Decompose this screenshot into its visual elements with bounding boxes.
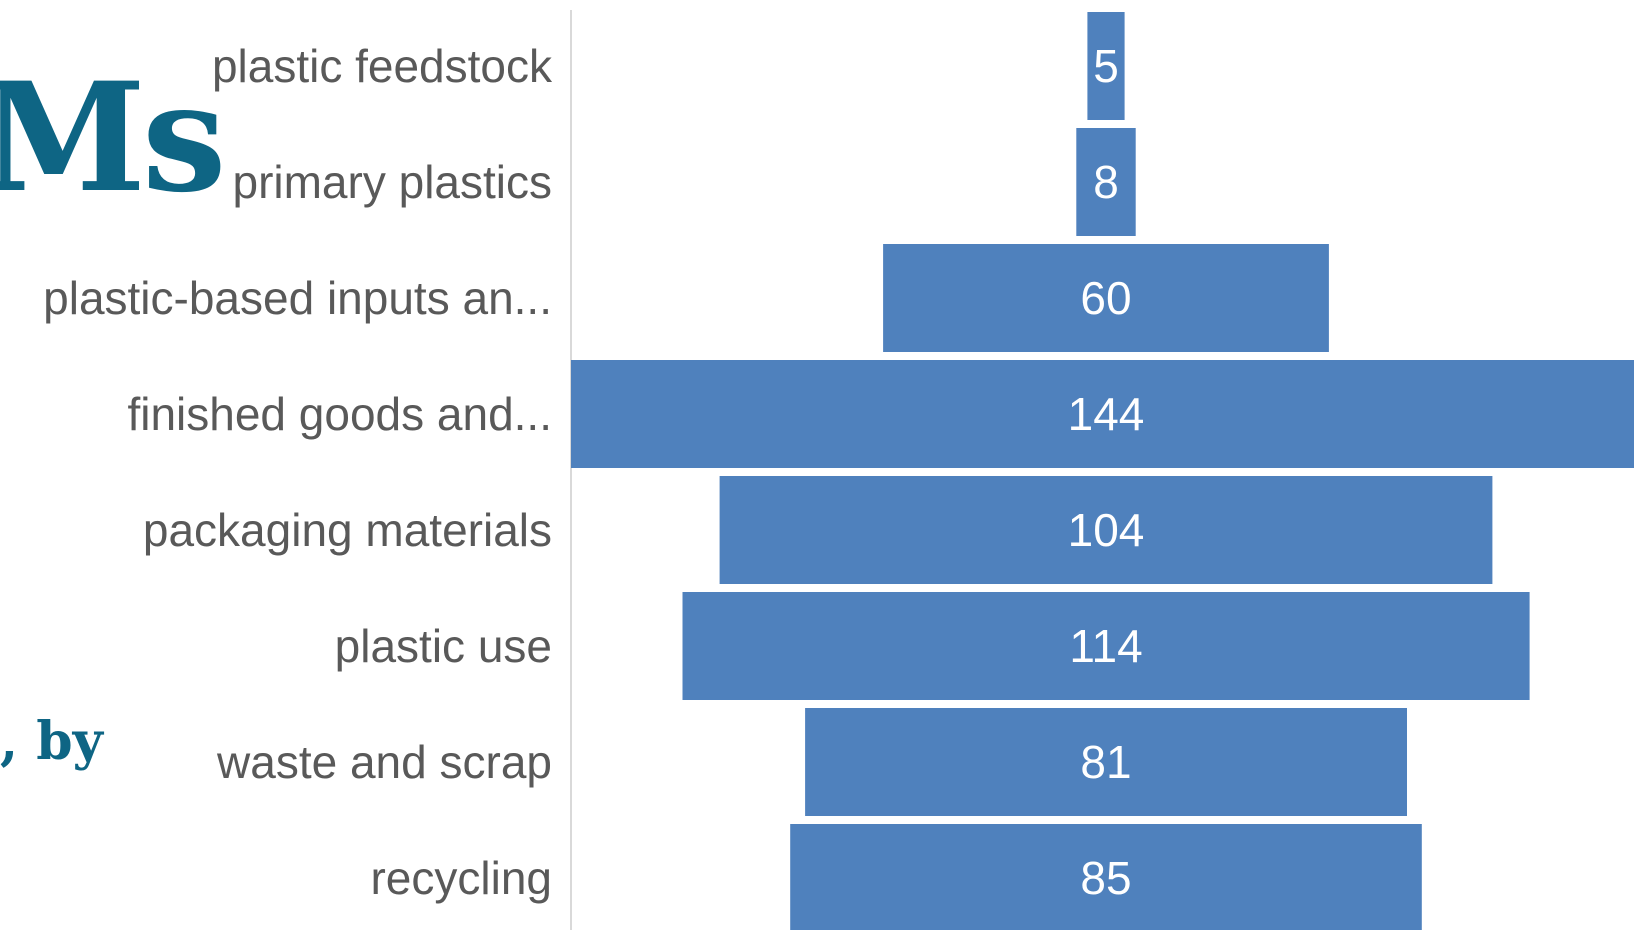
bar (1076, 128, 1136, 236)
category-label: packaging materials (143, 504, 552, 556)
bar-value-label: 5 (1093, 40, 1119, 92)
background-title-fragment: Ms (0, 50, 226, 226)
bar-value-label: 104 (1068, 504, 1145, 556)
background-subtitle-fragment: , by (0, 711, 103, 772)
category-labels: plastic feedstock primary plastics plastic… (43, 40, 553, 904)
category-label: primary plastics (232, 156, 552, 208)
bar (883, 244, 1329, 352)
bar-value-label: 8 (1093, 156, 1119, 208)
category-label: waste and scrap (216, 736, 552, 788)
bar-value-label: 81 (1080, 736, 1131, 788)
bar-value-label: 85 (1080, 852, 1131, 904)
bars (571, 12, 1634, 930)
bar (571, 360, 1634, 468)
bar-value-label: 114 (1069, 620, 1142, 672)
data-labels: 5 8 60 144 104 114 81 85 (1068, 40, 1145, 904)
bar (805, 708, 1407, 816)
bar (1087, 12, 1125, 120)
bar-value-label: 144 (1068, 388, 1145, 440)
bar (682, 592, 1530, 700)
bar-value-label: 60 (1080, 272, 1131, 324)
category-label: recycling (370, 852, 552, 904)
bar (790, 824, 1422, 930)
category-label: plastic-based inputs an... (43, 272, 552, 324)
bar (719, 476, 1493, 584)
category-label: finished goods and... (127, 388, 552, 440)
category-label: plastic feedstock (212, 40, 553, 92)
category-label: plastic use (335, 620, 552, 672)
